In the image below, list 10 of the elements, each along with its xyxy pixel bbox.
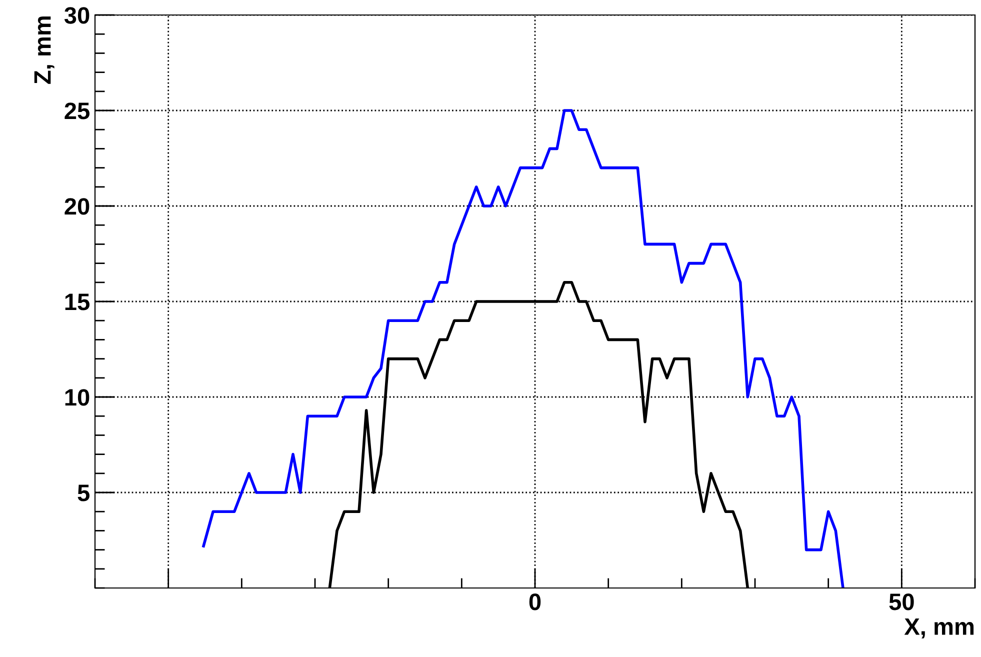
- y-tick-label: 30: [64, 7, 90, 24]
- y-tick-label: 25: [64, 102, 90, 120]
- x-axis-title: X, mm: [904, 618, 974, 638]
- x-tick-label: 0: [529, 593, 541, 610]
- y-tick-label: 10: [65, 389, 90, 406]
- y-tick-label: 15: [65, 294, 90, 310]
- y-tick-label: 5: [78, 484, 90, 502]
- y-axis-title: Z, mm: [34, 16, 54, 84]
- y-tick-label: 20: [64, 198, 90, 215]
- x-tick-label: 50: [889, 593, 914, 610]
